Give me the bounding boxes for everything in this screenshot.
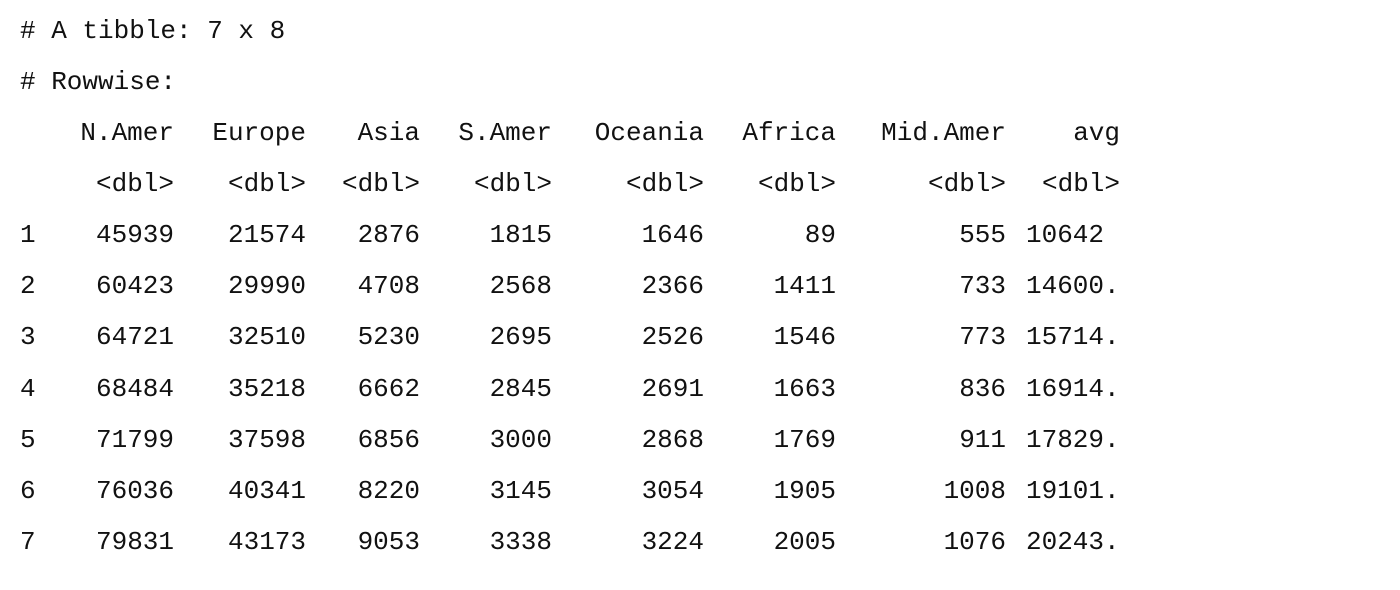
table-cell: 1769 <box>773 424 836 455</box>
column-header: Mid.Amer <box>881 118 1006 148</box>
table-cell: 2366 <box>641 271 704 302</box>
table-cell: 9053 <box>357 527 420 558</box>
table-cell: 1411 <box>773 271 836 302</box>
table-cell: 3224 <box>641 527 704 558</box>
column-type: <dbl> <box>473 169 552 199</box>
table-cell: 17829. <box>1026 424 1120 455</box>
column-type: <dbl> <box>341 169 420 199</box>
table-cell: 555 <box>959 220 1006 250</box>
table-cell: 10642 <box>1026 220 1105 250</box>
table-cell: 20243. <box>1026 527 1120 558</box>
table-cell: 40341 <box>227 476 306 506</box>
table-cell: 45939 <box>95 220 174 250</box>
column-header: N.Amer <box>80 118 174 148</box>
table-cell: 2868 <box>641 424 704 455</box>
table-cell: 773 <box>959 322 1006 353</box>
row-index: 3 <box>20 322 36 353</box>
table-cell: 89 <box>804 220 836 250</box>
table-cell: 8220 <box>357 476 420 506</box>
table-cell: 60423 <box>95 271 174 302</box>
table-cell: 29990 <box>227 271 306 302</box>
table-cell: 19101. <box>1026 476 1120 506</box>
row-index: 6 <box>20 476 36 506</box>
table-cell: 2005 <box>773 527 836 558</box>
table-cell: 6662 <box>357 373 420 404</box>
column-header: Africa <box>742 118 836 148</box>
table-cell: 6856 <box>357 424 420 455</box>
table-cell: 3338 <box>489 527 552 558</box>
table-cell: 71799 <box>95 424 174 455</box>
table-cell: 1815 <box>489 220 552 250</box>
table-cell: 733 <box>959 271 1006 302</box>
table-cell: 5230 <box>357 322 420 353</box>
column-type: <dbl> <box>927 169 1006 199</box>
table-cell: 3054 <box>641 476 704 506</box>
table-cell: 836 <box>959 373 1006 404</box>
table-cell: 43173 <box>227 527 306 558</box>
table-cell: 2695 <box>489 322 552 353</box>
column-header: S.Amer <box>458 118 552 148</box>
table-cell: 1646 <box>641 220 704 250</box>
column-header: Europe <box>212 118 306 148</box>
row-index: 7 <box>20 527 36 558</box>
table-cell: 1663 <box>773 373 836 404</box>
table-cell: 32510 <box>227 322 306 353</box>
table-cell: 35218 <box>227 373 306 404</box>
table-cell: 15714. <box>1026 322 1120 353</box>
table-cell: 2691 <box>641 373 704 404</box>
table-cell: 3000 <box>489 424 552 455</box>
column-header: Oceania <box>594 118 704 148</box>
table-cell: 1546 <box>773 322 836 353</box>
table-cell: 911 <box>959 424 1006 455</box>
row-index: 5 <box>20 424 36 455</box>
row-index: 2 <box>20 271 36 302</box>
table-cell: 2526 <box>641 322 704 353</box>
row-index: 4 <box>20 373 36 404</box>
column-type: <dbl> <box>757 169 836 199</box>
table-cell: 68484 <box>95 373 174 404</box>
table-cell: 1076 <box>943 527 1006 558</box>
table-cell: 16914. <box>1026 373 1120 404</box>
row-index: 1 <box>20 220 36 250</box>
column-type: <dbl> <box>625 169 704 199</box>
table-cell: 1905 <box>773 476 836 506</box>
column-header: Asia <box>357 118 420 148</box>
rowwise-note: # Rowwise: <box>20 67 177 97</box>
table-cell: 14600. <box>1026 271 1120 302</box>
table-cell: 76036 <box>95 476 174 506</box>
column-type: <dbl> <box>95 169 174 199</box>
column-type: <dbl> <box>1041 169 1120 199</box>
table-cell: 21574 <box>227 220 306 250</box>
column-type: <dbl> <box>227 169 306 199</box>
column-header: avg <box>1073 118 1120 148</box>
table-cell: 64721 <box>95 322 174 353</box>
table-cell: 3145 <box>489 476 552 506</box>
table-cell: 2568 <box>489 271 552 302</box>
table-cell: 1008 <box>943 476 1006 506</box>
table-cell: 37598 <box>227 424 306 455</box>
table-cell: 4708 <box>357 271 420 302</box>
table-cell: 2876 <box>357 220 420 250</box>
tibble-header: # A tibble: 7 x 8 <box>20 16 286 46</box>
table-cell: 2845 <box>489 373 552 404</box>
table-cell: 79831 <box>95 527 174 558</box>
